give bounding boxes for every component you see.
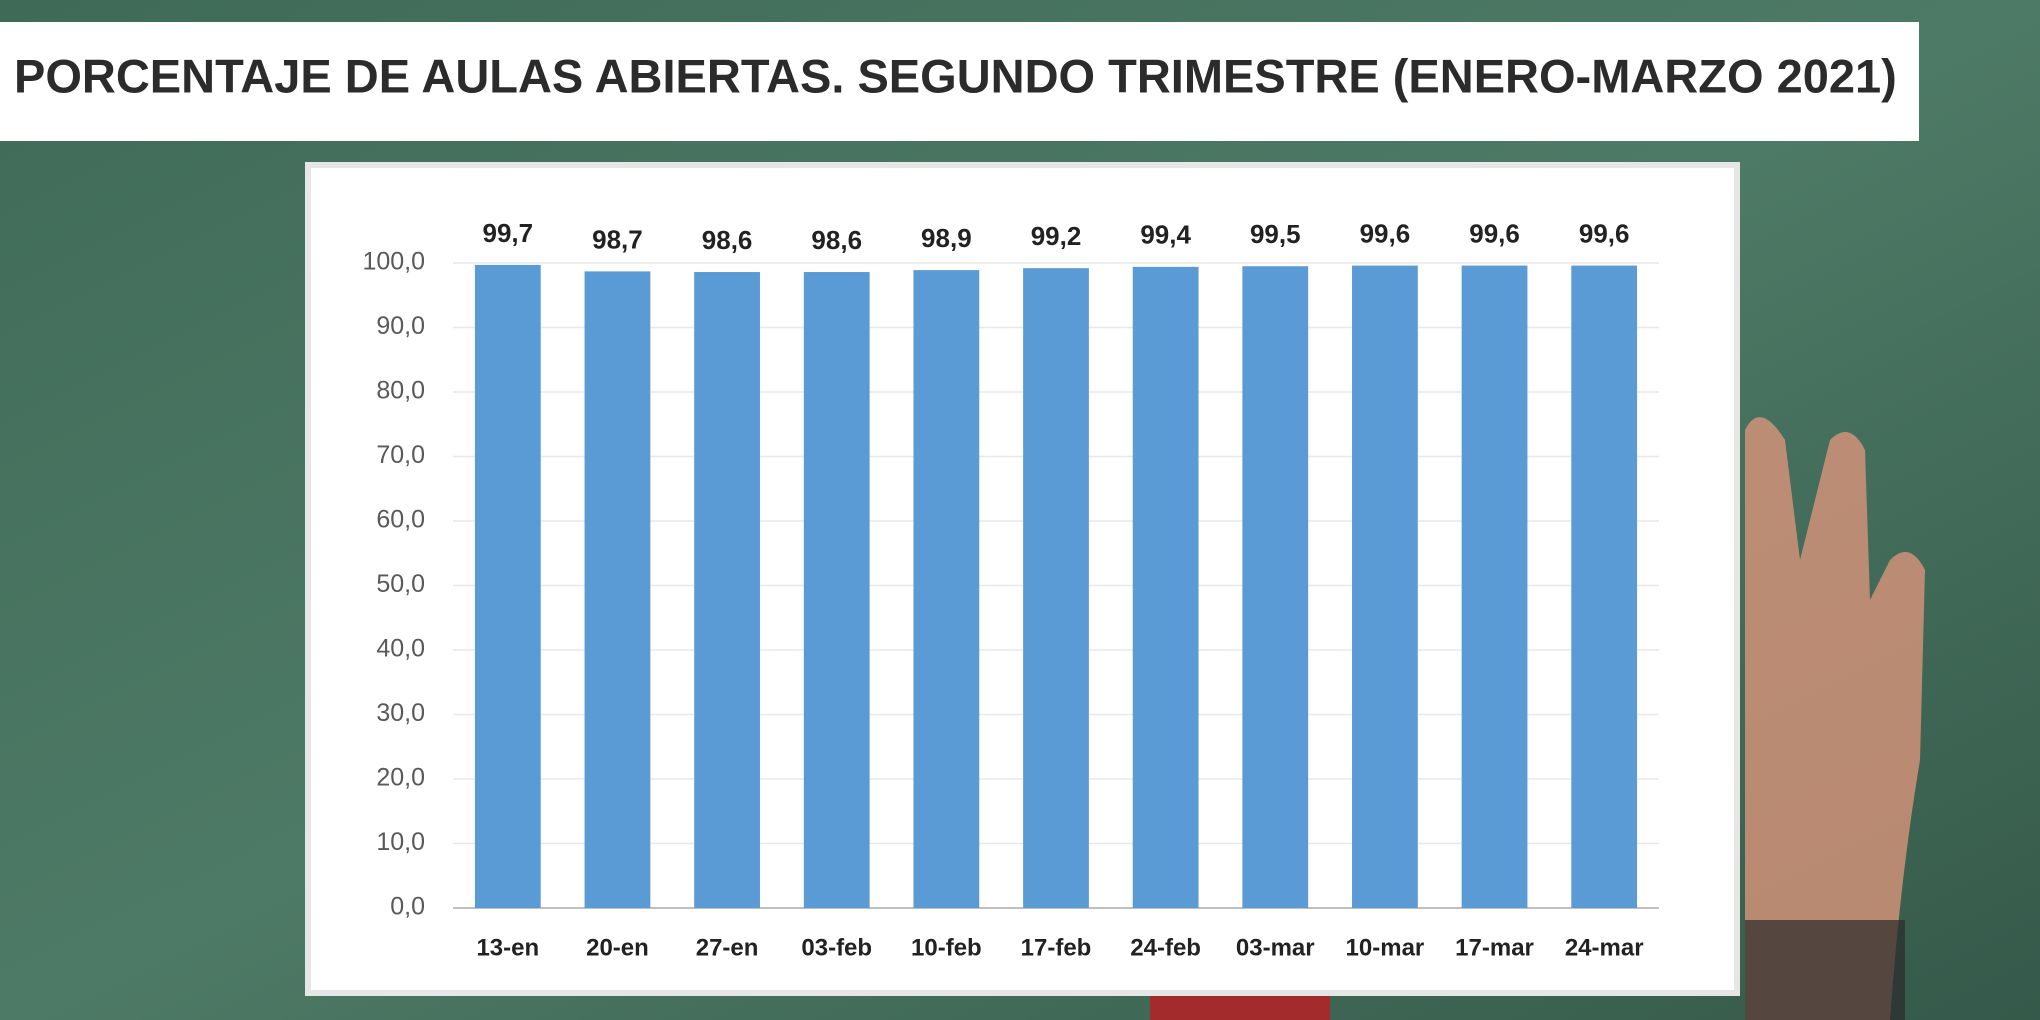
- x-tick-label: 13-en: [476, 934, 539, 961]
- y-tick-label: 10,0: [376, 828, 425, 856]
- x-tick-label: 03-mar: [1236, 934, 1315, 961]
- bar: [694, 272, 760, 908]
- value-label: 98,9: [921, 223, 972, 253]
- value-label: 98,6: [702, 225, 753, 255]
- value-label: 99,7: [483, 218, 534, 248]
- title-box: [0, 22, 1919, 141]
- x-tick-label: 17-mar: [1455, 934, 1534, 961]
- bar: [474, 264, 541, 908]
- y-tick-label: 40,0: [376, 635, 425, 663]
- value-label: 98,7: [592, 224, 643, 254]
- x-tick-label: 24-feb: [1130, 934, 1201, 961]
- x-tick-label: 27-en: [696, 934, 759, 961]
- y-tick-label: 20,0: [376, 764, 425, 792]
- value-label: 99,6: [1360, 218, 1411, 248]
- value-label: 99,5: [1250, 219, 1301, 249]
- y-tick-label: 100,0: [362, 248, 425, 276]
- bar: [584, 271, 651, 908]
- bar: [1132, 266, 1199, 908]
- bar: [1571, 265, 1638, 909]
- bar: [1023, 268, 1089, 908]
- sleeve: [1745, 920, 1905, 1020]
- bar: [1352, 265, 1418, 909]
- value-label: 98,6: [811, 225, 862, 255]
- value-label: 99,4: [1140, 220, 1191, 250]
- y-tick-label: 70,0: [376, 441, 425, 469]
- y-tick-label: 90,0: [376, 312, 425, 340]
- x-tick-label: 20-en: [586, 934, 649, 961]
- y-tick-label: 50,0: [376, 570, 425, 598]
- value-label: 99,6: [1579, 218, 1630, 248]
- sweater: [1150, 993, 1330, 1020]
- x-tick-label: 10-feb: [911, 934, 982, 961]
- value-label: 99,6: [1469, 218, 1520, 248]
- bar: [803, 272, 870, 908]
- x-tick-label: 03-feb: [801, 934, 872, 961]
- y-tick-label: 60,0: [376, 506, 425, 534]
- chart-title: PORCENTAJE DE AULAS ABIERTAS. SEGUNDO TR…: [14, 49, 1897, 102]
- y-tick-label: 30,0: [376, 699, 425, 727]
- bar: [1461, 265, 1528, 909]
- value-label: 99,2: [1031, 221, 1082, 251]
- y-tick-label: 0,0: [390, 893, 425, 921]
- x-tick-label: 24-mar: [1565, 934, 1644, 961]
- x-tick-label: 10-mar: [1346, 934, 1425, 961]
- hand: [1745, 417, 1925, 1020]
- x-tick-label: 17-feb: [1021, 934, 1092, 961]
- y-tick-label: 80,0: [376, 377, 425, 405]
- bar: [913, 270, 980, 909]
- bar: [1242, 266, 1309, 909]
